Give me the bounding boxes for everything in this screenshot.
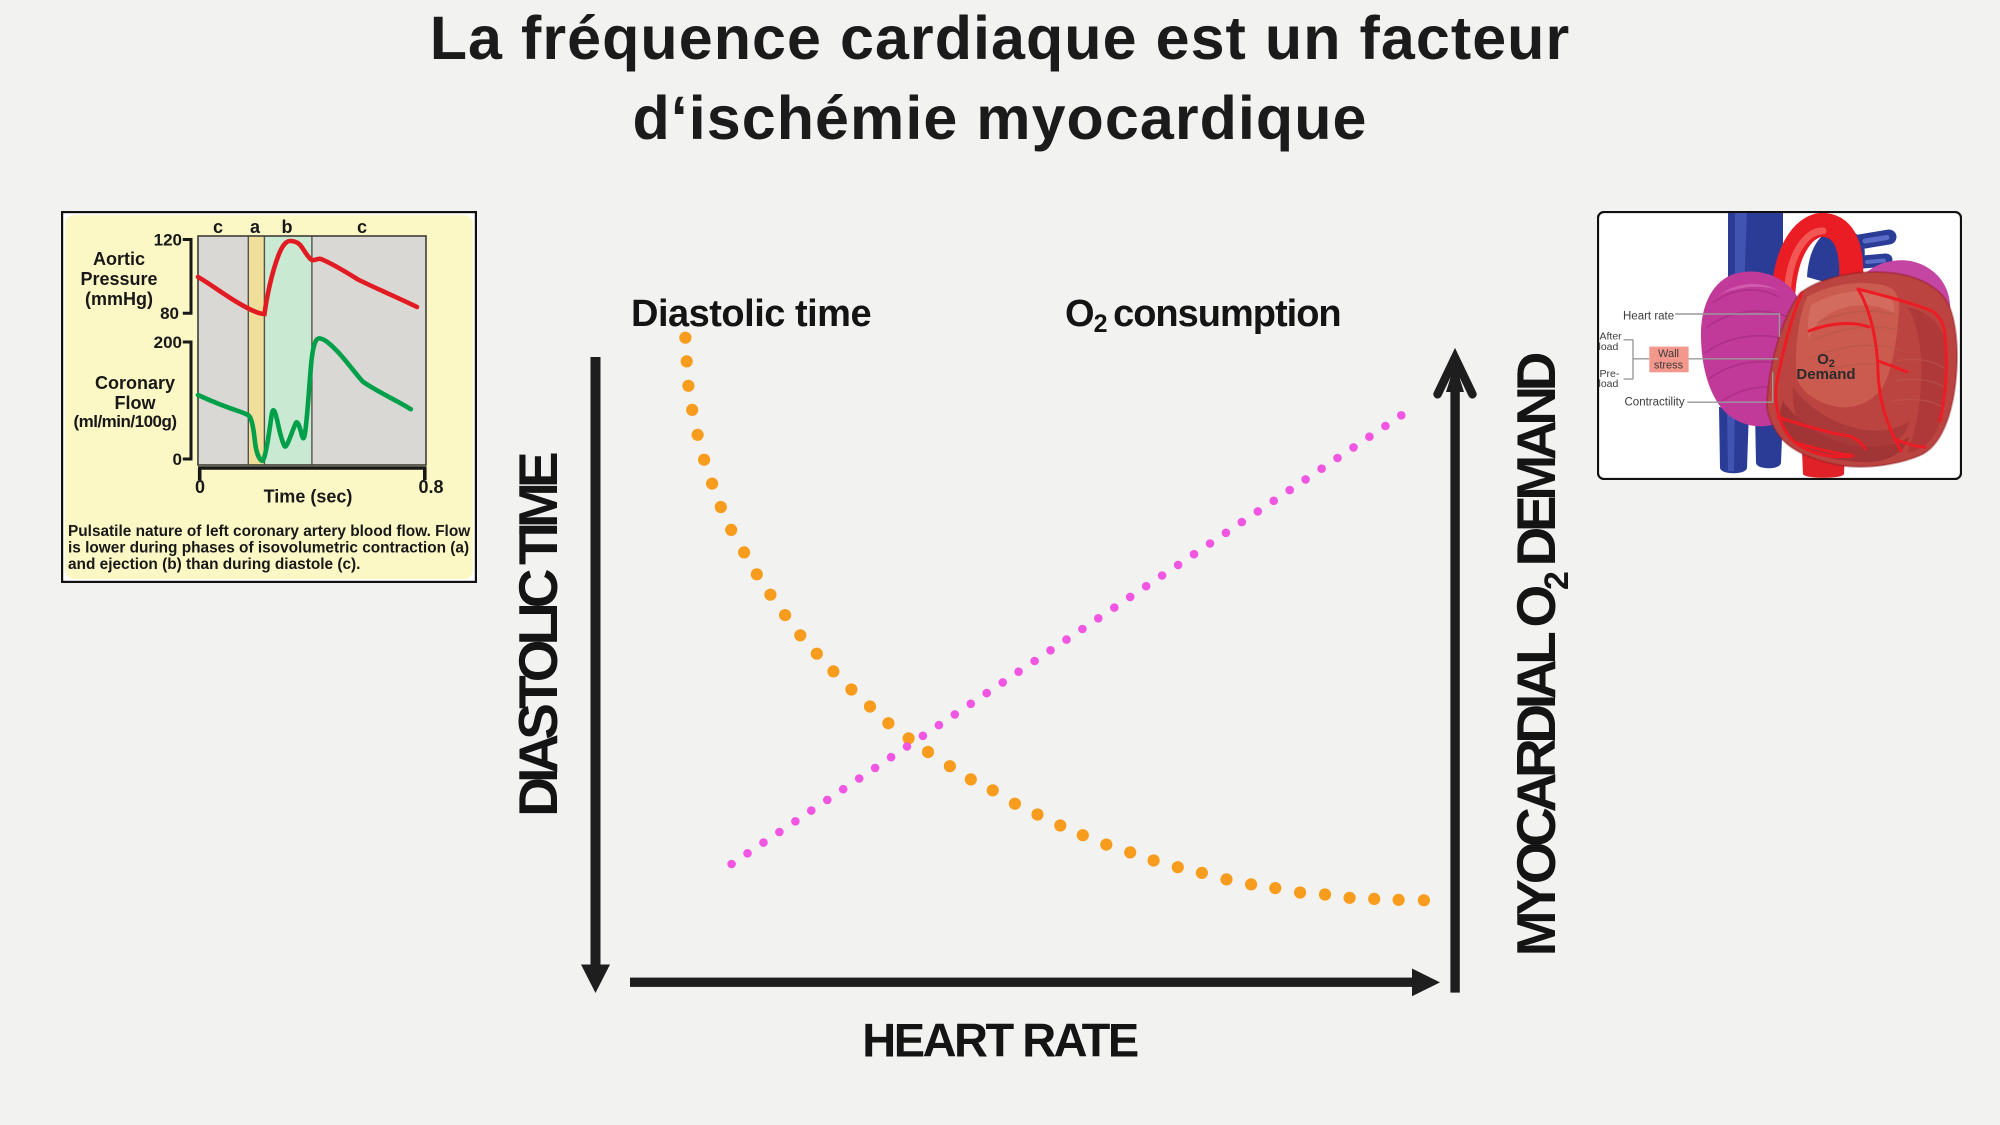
svg-text:0: 0: [195, 477, 205, 497]
svg-text:MYOCARDIAL O2 DEMAND: MYOCARDIAL O2 DEMAND: [1505, 353, 1576, 956]
svg-text:Pulsatile nature of left coron: Pulsatile nature of left coronary artery…: [68, 523, 470, 540]
svg-text:stress: stress: [1654, 360, 1684, 372]
svg-text:Coronary: Coronary: [95, 373, 175, 393]
svg-text:0: 0: [173, 450, 182, 469]
svg-text:c: c: [213, 217, 223, 237]
svg-text:Pre-: Pre-: [1600, 368, 1620, 380]
svg-text:a: a: [250, 217, 261, 237]
svg-text:80: 80: [160, 304, 179, 323]
svg-text:load: load: [1599, 378, 1619, 390]
svg-text:Wall: Wall: [1658, 348, 1679, 360]
svg-text:Pressure: Pressure: [80, 269, 157, 289]
svg-text:Diastolic time: Diastolic time: [631, 293, 871, 335]
svg-text:load: load: [1599, 341, 1619, 353]
svg-text:120: 120: [154, 230, 182, 249]
svg-text:Flow: Flow: [115, 393, 157, 413]
svg-text:0.8: 0.8: [418, 477, 443, 497]
svg-text:b: b: [282, 217, 293, 237]
svg-text:DIASTOLIC TIME: DIASTOLIC TIME: [507, 453, 569, 817]
svg-text:HEART RATE: HEART RATE: [862, 1014, 1138, 1067]
svg-text:Aortic: Aortic: [93, 249, 145, 269]
svg-text:(ml/min/100g): (ml/min/100g): [73, 412, 176, 431]
svg-text:Time (sec): Time (sec): [264, 487, 353, 507]
svg-text:Contractility: Contractility: [1625, 397, 1685, 409]
svg-text:is lower during phases of isov: is lower during phases of isovolumetric …: [68, 540, 469, 557]
svg-text:Heart rate: Heart rate: [1623, 311, 1674, 323]
svg-text:200: 200: [154, 333, 182, 352]
svg-text:c: c: [357, 217, 367, 237]
svg-text:Demand: Demand: [1796, 366, 1855, 383]
svg-text:(mmHg): (mmHg): [85, 289, 153, 309]
svg-text:and ejection (b) than during d: and ejection (b) than during diastole (c…: [68, 556, 360, 573]
svg-text:After: After: [1600, 331, 1623, 343]
svg-text:O2 consumption: O2 consumption: [1065, 293, 1341, 338]
